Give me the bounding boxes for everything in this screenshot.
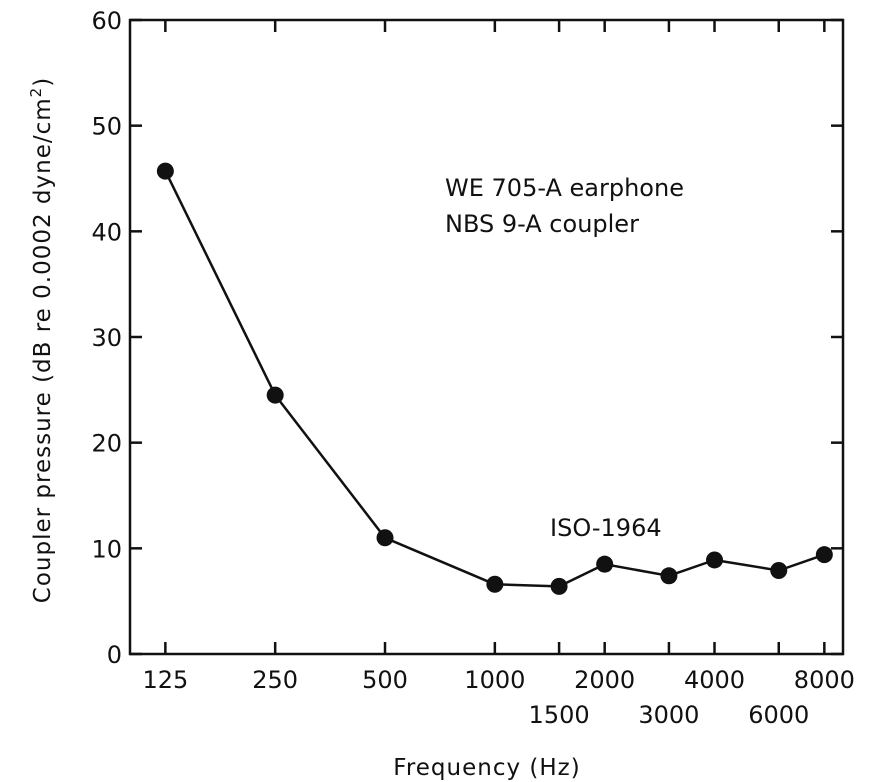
x-tick-label-6000: 6000 [748, 701, 809, 729]
legend-coupler-label: NBS 9-A coupler [445, 210, 639, 238]
x-axis-title: Frequency (Hz) [393, 755, 580, 781]
x-tick-label-250: 250 [252, 666, 298, 694]
data-point-500 [376, 529, 394, 547]
data-point-250 [266, 386, 284, 404]
plot-frame-group [128, 18, 845, 656]
y-tick-label-10: 10 [91, 535, 122, 563]
legend-earphone-label: WE 705-A earphone [445, 174, 684, 202]
x-tick-label-8000: 8000 [794, 666, 855, 694]
series-label-iso-1964: ISO-1964 [550, 514, 662, 542]
data-point-6000 [770, 562, 788, 580]
data-point-1000 [486, 575, 504, 593]
x-tick-label-1000: 1000 [464, 666, 525, 694]
y-tick-label-40: 40 [91, 218, 122, 246]
x-tick-label-1500: 1500 [529, 701, 590, 729]
series-line [164, 170, 825, 588]
x-tick-label-500: 500 [362, 666, 408, 694]
y-tick-label-20: 20 [91, 430, 122, 458]
plot-frame [128, 18, 845, 656]
x-axis: 125 250 500 1000 2000 4000 8000 1500 3000 6000 [142, 20, 855, 729]
y-tick-label-0: 0 [107, 641, 122, 669]
x-tick-label-4000: 4000 [684, 666, 745, 694]
data-point-1500 [550, 577, 568, 595]
data-point-125 [156, 162, 174, 180]
y-axis-title: Coupler pressure (dB re 0.0002 dyne/cm2) [27, 77, 56, 603]
x-tick-label-125: 125 [142, 666, 188, 694]
y-tick-label-30: 30 [91, 324, 122, 352]
data-point-2000 [596, 555, 614, 573]
data-point-3000 [660, 567, 678, 585]
x-tick-label-2000: 2000 [574, 666, 635, 694]
series-group [156, 162, 833, 595]
y-axis: 0 10 20 30 40 50 60 [91, 7, 843, 669]
data-point-8000 [815, 546, 833, 564]
y-tick-label-50: 50 [91, 113, 122, 141]
x-tick-label-3000: 3000 [638, 701, 699, 729]
data-point-4000 [706, 551, 724, 569]
y-tick-label-60: 60 [91, 7, 122, 35]
